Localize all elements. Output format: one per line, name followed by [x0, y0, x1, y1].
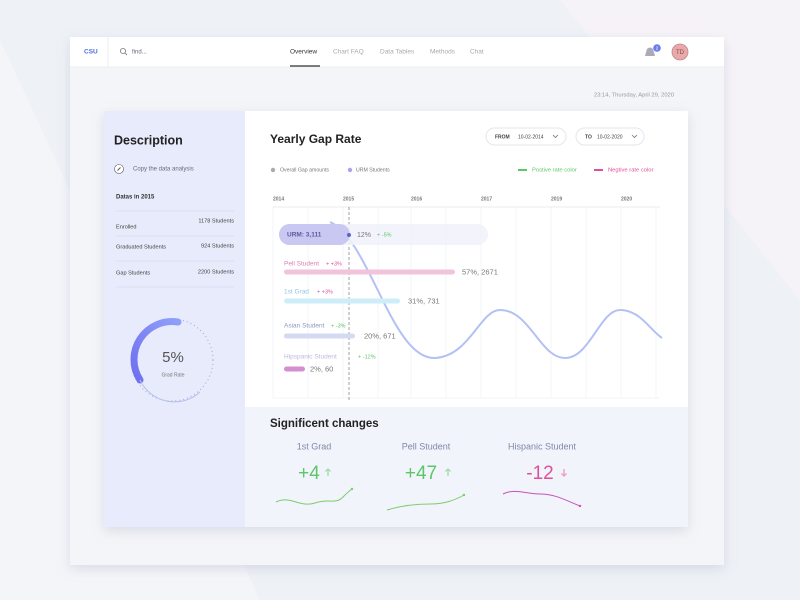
sparkline-end	[462, 493, 466, 497]
tab[interactable]: Data Tables	[380, 49, 415, 56]
gauge-label: Grad Rate	[161, 372, 184, 378]
row-value: 1178 Students	[198, 218, 234, 224]
panel-title: Description	[114, 133, 183, 147]
to-date: 10-02-2020	[597, 134, 623, 140]
group-value: 20%, 671	[364, 331, 396, 340]
copy-action[interactable]: Copy the data analysis	[133, 167, 194, 173]
section-title: Datas in 2015	[116, 195, 155, 201]
copy-icon	[117, 167, 121, 171]
badge-count: 2	[656, 45, 659, 50]
group-change: + +3%	[326, 261, 342, 267]
row-value: 924 Students	[201, 243, 234, 249]
change-name: Pell Student	[402, 441, 451, 451]
urm-change: + -5%	[377, 232, 392, 238]
to-picker[interactable]	[575, 127, 645, 146]
group-change: + -12%	[358, 354, 376, 360]
chevron	[631, 134, 638, 139]
group-name: 1st Grad	[284, 289, 309, 296]
from-label: FROM	[495, 134, 510, 140]
from-picker[interactable]	[485, 127, 567, 146]
group-value: 2%, 60	[310, 364, 333, 373]
legend-label: Overall Gap amounts	[280, 167, 329, 173]
section-title: Significent changes	[270, 418, 379, 430]
changes-panel	[245, 407, 688, 527]
timestamp: 23:14, Thursday, April 29, 2020	[594, 93, 674, 99]
sparkline	[386, 494, 465, 511]
sparkline-end	[578, 504, 582, 508]
group-change: + -3%	[331, 323, 346, 329]
year-label: 2017	[481, 196, 492, 202]
gauge-arc	[130, 318, 182, 384]
row-value: 2200 Students	[198, 269, 234, 275]
tab[interactable]: Chart FAQ	[333, 49, 364, 56]
row-dividers	[116, 210, 234, 288]
chevron	[552, 134, 559, 139]
row-label: Graduated Students	[116, 244, 166, 250]
nav-bar	[70, 37, 724, 67]
search-input[interactable]: find...	[132, 50, 147, 56]
tab[interactable]: Methods	[430, 49, 456, 56]
sparkline-end	[350, 487, 354, 491]
chart-title: Yearly Gap Rate	[270, 132, 362, 146]
group-name: Hipspanic Student	[284, 354, 337, 361]
legend-label: URM Students	[356, 167, 390, 173]
tab[interactable]: Chat	[470, 49, 484, 56]
year-label: 2019	[551, 196, 562, 202]
sparkline	[502, 490, 581, 507]
change-value: -12	[526, 463, 553, 484]
gauge-value: 5%	[162, 349, 184, 366]
trend-line	[329, 221, 663, 360]
row-label: Enrolled	[116, 224, 137, 230]
urm-label: URM: 3,111	[287, 232, 322, 239]
badge	[653, 44, 661, 52]
avatar[interactable]	[671, 43, 689, 61]
tab[interactable]: Overview	[290, 49, 317, 56]
change-name: Hispanic Student	[508, 441, 577, 451]
change-value: +47	[405, 463, 437, 484]
gauge-thin	[139, 379, 201, 403]
urm-value: 12%	[357, 232, 371, 239]
group-name: Pell Student	[284, 261, 319, 268]
legend-label: Postive rate color	[532, 168, 577, 174]
up-arrow	[445, 468, 451, 476]
sparkline	[275, 488, 353, 505]
group-change: + +3%	[317, 289, 333, 295]
down-arrow	[561, 469, 567, 477]
group-value: 31%, 731	[408, 296, 440, 305]
group-bar	[284, 269, 455, 275]
search-icon[interactable]	[119, 47, 128, 56]
group-bar	[284, 298, 400, 304]
brand[interactable]: CSU	[84, 49, 98, 56]
bell-icon[interactable]	[645, 47, 655, 57]
legend-dot	[270, 167, 276, 173]
to-label: TO	[585, 134, 592, 140]
group-name: Asian Student	[284, 323, 325, 330]
group-bar	[284, 333, 355, 339]
row-label: Gap Students	[116, 270, 150, 276]
cursor-dot	[347, 233, 351, 237]
avatar-initials: TD	[676, 50, 685, 56]
change-value: +4	[298, 463, 320, 484]
urm-pill[interactable]	[279, 224, 350, 245]
year-label: 2016	[411, 196, 422, 202]
year-label: 2020	[621, 196, 632, 202]
change-name: 1st Grad	[297, 441, 332, 451]
year-label: 2015	[343, 196, 354, 202]
legend-label: Negtive rate color	[608, 168, 653, 174]
up-arrow	[325, 468, 331, 476]
group-bar	[284, 366, 305, 372]
group-value: 57%, 2671	[462, 267, 498, 276]
year-label: 2014	[273, 196, 284, 202]
legend-dot	[347, 167, 353, 173]
from-date: 10-02-2014	[518, 134, 544, 140]
